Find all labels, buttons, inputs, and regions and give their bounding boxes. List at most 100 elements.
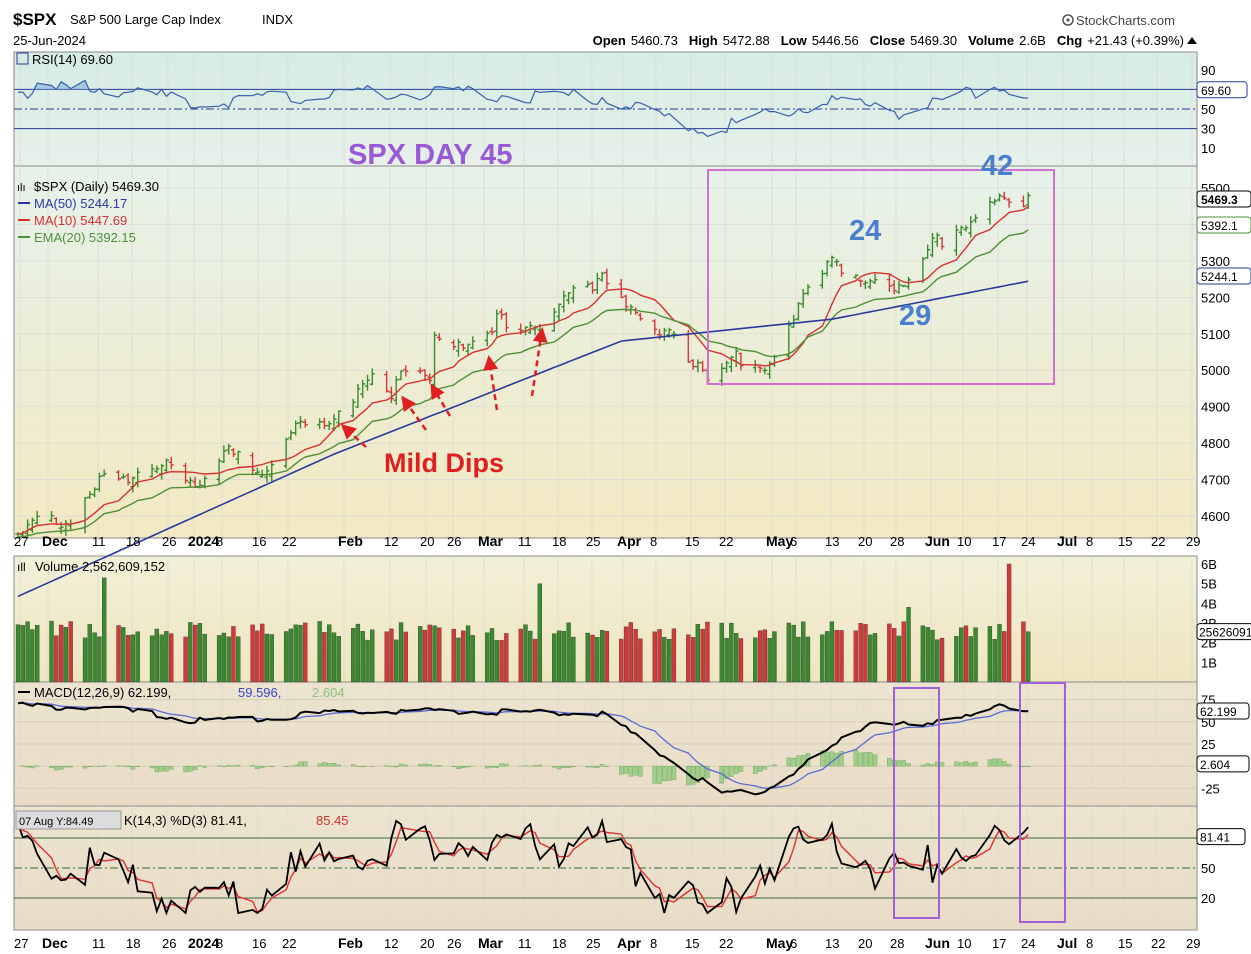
volume-bar (896, 635, 902, 683)
volume-bar (834, 630, 839, 683)
x-tick-label: 12 (384, 936, 398, 951)
macd-hist-bar (202, 765, 207, 768)
macd-hist-bar (853, 749, 859, 767)
x-tick-label: May (766, 935, 793, 951)
macd-hist-bar (729, 765, 734, 777)
volume-bar (671, 628, 677, 683)
volume-bar (561, 630, 566, 683)
volume-bar (528, 630, 533, 683)
x-tick-label: 8 (1086, 534, 1093, 549)
volume-bar (499, 640, 504, 683)
x-tick-label: 26 (447, 936, 461, 951)
price-tag-value: 5469.3 (1201, 193, 1238, 207)
x-tick-label: 17 (992, 936, 1006, 951)
macd-hist-bar (1002, 761, 1007, 767)
macd-hist-bar (154, 765, 160, 773)
x-tick-label: 20 (420, 936, 434, 951)
volume-tick: 1B (1201, 655, 1217, 670)
volume-bar (360, 631, 365, 683)
x-tick-label: 26 (162, 534, 176, 549)
volume-bar (216, 635, 222, 683)
volume-bar (437, 627, 442, 683)
macd-hist-bar (954, 761, 959, 767)
price-legend: ılı $SPX (Daily) 5469.30 MA(50) 5244.17 MA(… (17, 179, 159, 245)
macd-hist-bar (255, 765, 260, 770)
macd-hist-bar (753, 765, 758, 775)
x-tick-label: May (766, 533, 793, 549)
volume-bar (796, 636, 801, 683)
volume-bar (192, 624, 198, 683)
volume-bar (116, 625, 121, 683)
volume-bar (135, 631, 140, 683)
price-tag-value: 5244.1 (1201, 270, 1238, 284)
price-tag (1196, 190, 1251, 208)
volume-bar (906, 607, 911, 683)
x-tick-label: 2024 (188, 935, 219, 951)
macd-hist-bar (417, 764, 423, 767)
volume-bar (331, 632, 337, 683)
macd-hist-bar (398, 763, 404, 767)
x-tick-label: Mar (478, 533, 503, 549)
macd-hist-bar (322, 762, 327, 767)
price-panel (13, 165, 1198, 539)
quote-date: 25-Jun-2024 (13, 33, 86, 48)
macd-hist-bar (188, 765, 193, 772)
macd-hist-bar (963, 761, 969, 767)
macd-hist-bar (992, 758, 997, 767)
x-tick-label: 15 (1118, 936, 1132, 951)
ohlc-label: Open (593, 33, 626, 48)
stoch-tick: 50 (1201, 861, 1215, 876)
macd-hist-bar (231, 765, 236, 767)
volume-bar (762, 629, 768, 683)
volume-icon: ıll (17, 560, 26, 574)
exchange-label: INDX (262, 12, 293, 27)
volume-bar (427, 624, 432, 683)
macd-hist-bar (700, 765, 705, 778)
volume-bar (824, 631, 830, 683)
macd-hist-bar (58, 765, 64, 770)
volume-bar (260, 623, 265, 683)
volume-bar (820, 634, 825, 683)
macd-hist-bar (259, 765, 265, 769)
crosshair-readout-box (15, 810, 122, 830)
macd-hist-bar (925, 763, 930, 767)
macd-hist-bar (135, 765, 140, 767)
volume-bar (288, 628, 294, 683)
volume-bar (1021, 621, 1026, 683)
volume-bar (25, 621, 30, 683)
index-name: S&P 500 Large Cap Index (70, 12, 221, 27)
change-up-icon (1187, 37, 1197, 44)
macd-hist-bar (159, 765, 164, 772)
macd-hist-bar (839, 751, 844, 767)
macd-hist-bar (427, 764, 432, 767)
macd-hist-bar (552, 765, 557, 768)
x-tick-label: 24 (1021, 534, 1035, 549)
macd-hist-bar (599, 764, 605, 767)
volume-bar (154, 628, 159, 683)
bar-icon: ılı (17, 182, 26, 194)
y-tick-label: 5300 (1201, 254, 1230, 269)
volume-bar (839, 630, 844, 683)
macd-hist-bar (930, 764, 935, 767)
macd-hist-bar (226, 765, 231, 767)
stoch-tag (1196, 828, 1246, 846)
rsi-tick: 50 (1201, 102, 1215, 117)
volume-bar (920, 625, 926, 683)
macd-hist-bar (623, 765, 629, 774)
volume-bar (403, 631, 408, 683)
x-tick-label: 11 (92, 936, 106, 951)
legend-entry: $SPX (Daily) 5469.30 (34, 179, 159, 194)
stoch-legend: 07 Aug Y:84.49 K(14,3) %D(3) 81.41, 85.4… (15, 810, 349, 830)
volume-bar (394, 639, 399, 683)
rsi-line (17, 79, 1029, 138)
macd-hist-bar (973, 761, 978, 767)
x-tick-label: 8 (650, 936, 657, 951)
volume-bar (1002, 631, 1007, 683)
volume-bar (317, 621, 322, 683)
macd-hist-bar (595, 765, 600, 769)
x-tick-label: 28 (890, 534, 904, 549)
x-tick-label: 13 (825, 534, 839, 549)
x-tick-label: 20 (420, 534, 434, 549)
x-tick-label: 17 (992, 534, 1006, 549)
x-tick-label: 26 (447, 534, 461, 549)
